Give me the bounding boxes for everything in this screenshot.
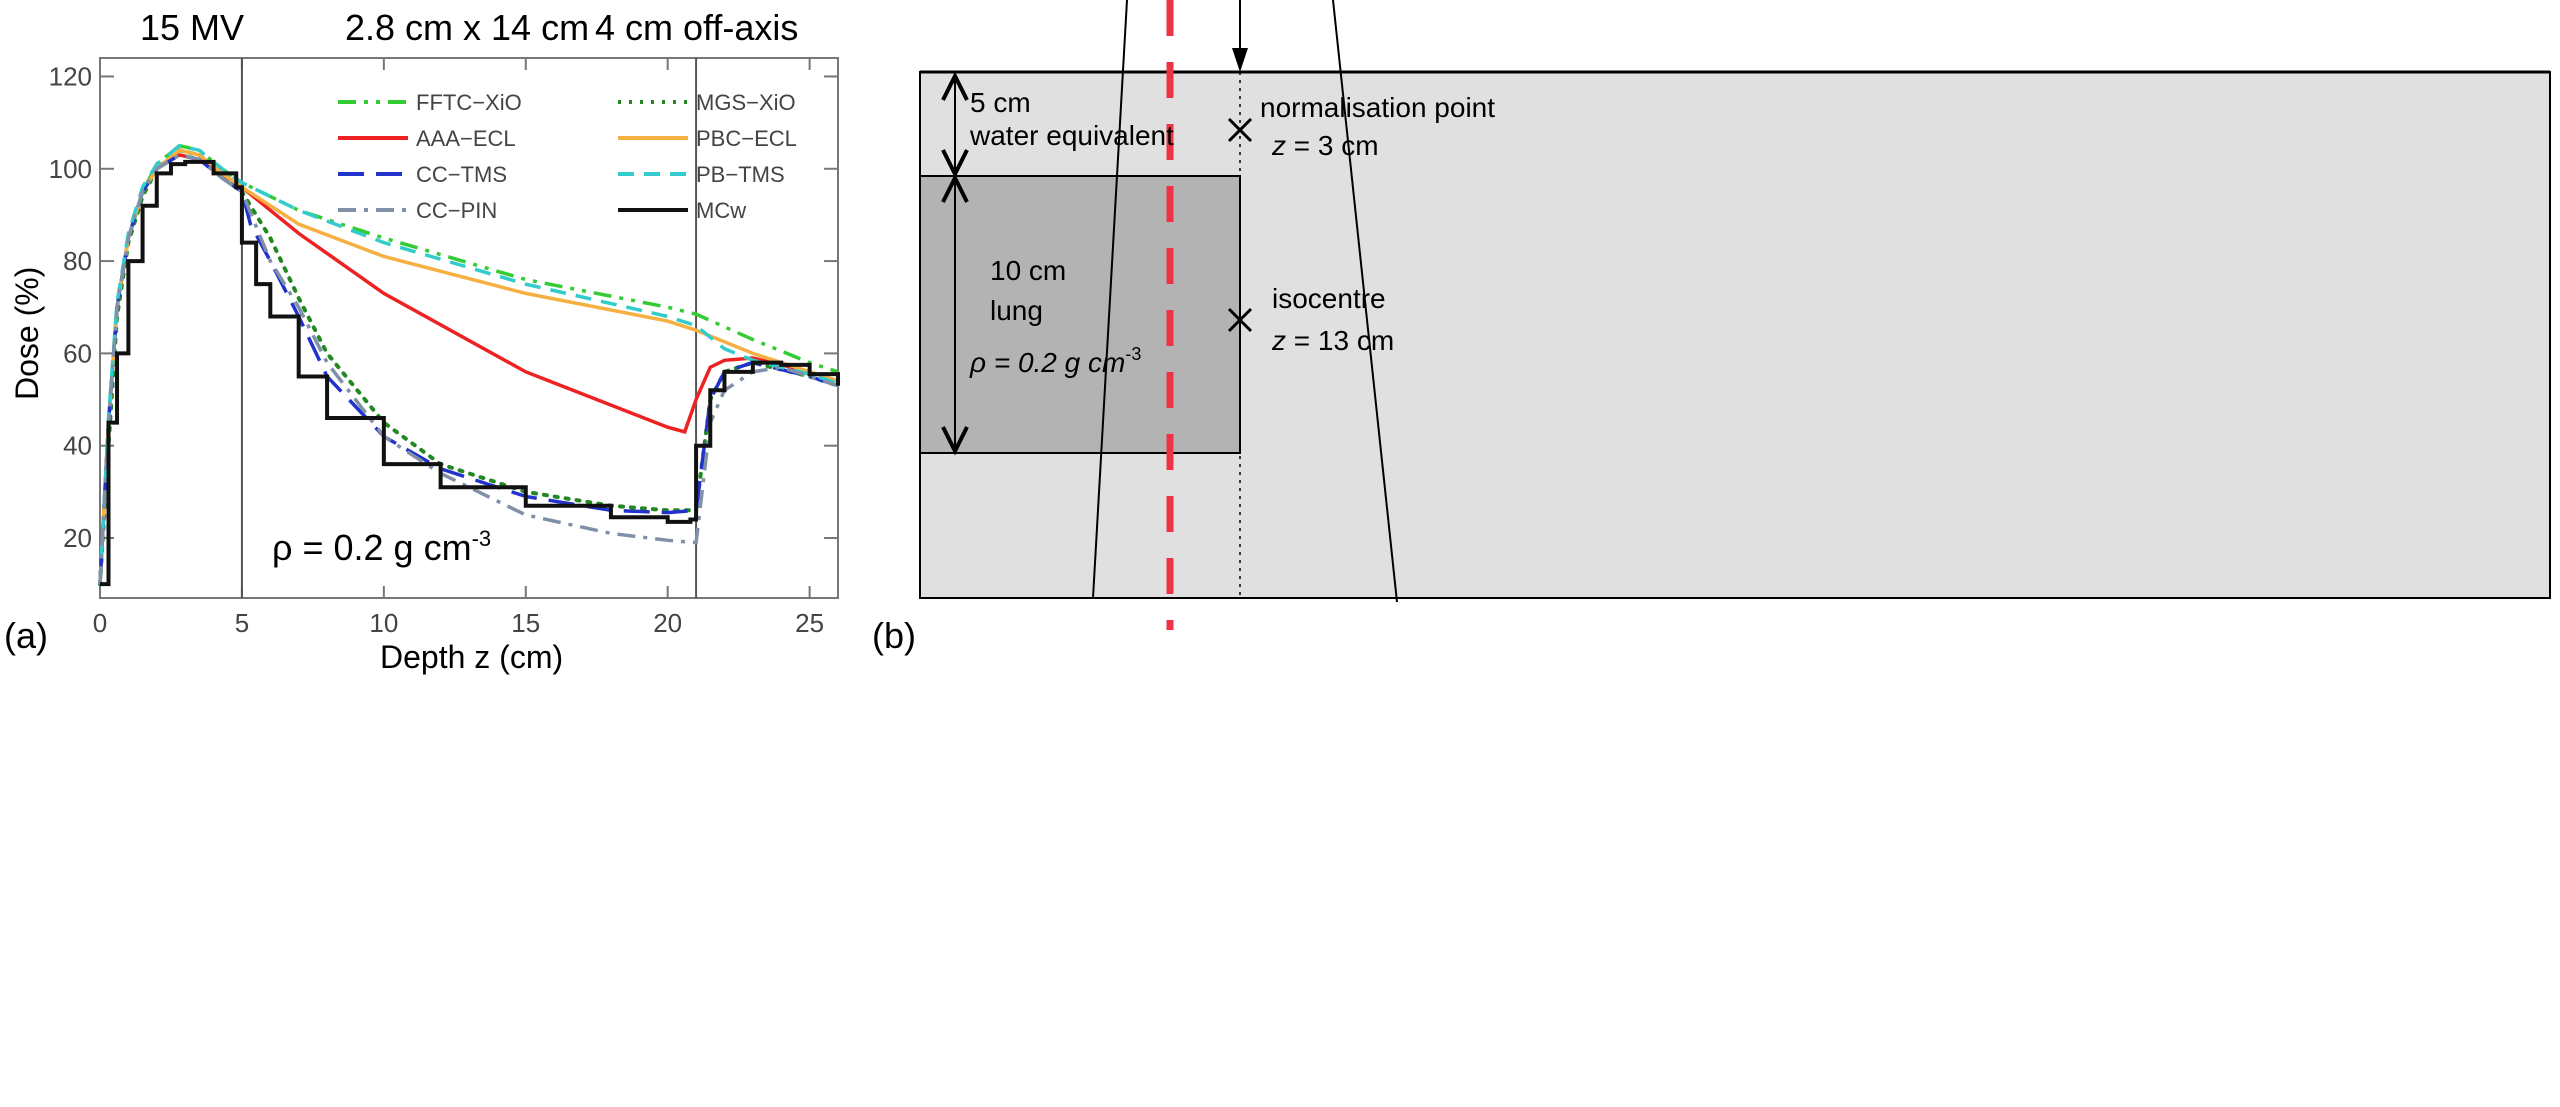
y-tick-label: 80 <box>63 246 92 276</box>
normalisation-point-label: normalisation point <box>1260 92 1495 123</box>
density-text: ρ = 0.2 g cm <box>272 527 472 568</box>
series-fftc-xio <box>98 143 839 585</box>
iso-depth-value: = 13 cm <box>1286 325 1394 356</box>
isocentre-cross-icon <box>1227 307 1253 333</box>
off-axis-arrow-icon <box>1232 48 1248 72</box>
y-tick-label: 60 <box>63 338 92 368</box>
density-exponent: -3 <box>472 526 492 551</box>
plot-frame <box>99 57 839 599</box>
beam-edge-right <box>1332 0 1398 603</box>
iso-z: z <box>1271 325 1286 356</box>
x-tick-label: 25 <box>795 608 824 638</box>
legend-label: MGS−XiO <box>696 90 796 115</box>
x-tick-label: 15 <box>511 608 540 638</box>
normalisation-point-cross-icon <box>1227 117 1253 143</box>
x-tick-label: 20 <box>653 608 682 638</box>
header-field-size: 2.8 cm x 14 cm <box>345 7 589 48</box>
panel-a: 15 MV 2.8 cm x 14 cm 4 cm off-axis 0 5 10 1… <box>4 7 840 675</box>
series-mcw <box>100 159 840 587</box>
x-tick-label: 10 <box>369 608 398 638</box>
lung-density-label: ρ = 0.2 g cm-3 <box>969 344 1141 378</box>
panel-a-label: (a) <box>4 615 48 656</box>
legend-label: CC−TMS <box>416 162 507 187</box>
y-tick-label: 20 <box>63 523 92 553</box>
y-tick-label: 120 <box>49 61 92 91</box>
norm-depth-value: = 3 cm <box>1286 130 1379 161</box>
x-tick-label: 0 <box>93 608 107 638</box>
lung-thickness-arrow <box>941 173 969 456</box>
legend-label: MCw <box>696 198 746 223</box>
panel-b-label: (b) <box>872 615 916 656</box>
legend-label: AAA−ECL <box>416 126 516 151</box>
y-tick-label: 40 <box>63 431 92 461</box>
isocentre-depth: z = 13 cm <box>1271 325 1394 356</box>
norm-z: z <box>1271 130 1286 161</box>
water-label: water equivalent <box>969 120 1174 151</box>
y-tick-label: 100 <box>49 154 92 184</box>
x-tick-label: 5 <box>235 608 249 638</box>
density-annotation: ρ = 0.2 g cm-3 <box>272 526 491 568</box>
x-axis-label: Depth z (cm) <box>380 639 563 675</box>
header-off-axis: 4 cm off-axis <box>595 7 798 48</box>
lung-label: lung <box>990 295 1043 326</box>
series-group <box>98 143 840 587</box>
legend-label: FFTC−XiO <box>416 90 522 115</box>
panel-b: 5 cm water equivalent 10 cm lung ρ = 0.2… <box>872 0 2551 656</box>
y-axis-label: Dose (%) <box>9 267 45 400</box>
lung-density-text: ρ = 0.2 g cm <box>969 347 1125 378</box>
lung-density-exponent: -3 <box>1125 344 1141 364</box>
legend-label: PB−TMS <box>696 162 785 187</box>
axis-ticks: 0 5 10 15 20 25 20 40 60 80 100 120 <box>49 58 838 638</box>
header-energy: 15 MV <box>140 7 244 48</box>
water-thickness-label: 5 cm <box>970 87 1031 118</box>
normalisation-depth: z = 3 cm <box>1271 130 1379 161</box>
legend-label: CC−PIN <box>416 198 497 223</box>
lung-thickness-label: 10 cm <box>990 255 1066 286</box>
isocentre-label: isocentre <box>1272 283 1386 314</box>
legend-label: PBC−ECL <box>696 126 797 151</box>
lung-slab <box>919 175 1241 454</box>
legend: FFTC−XiO MGS−XiO AAA−ECL PBC−ECL CC−TMS PB−TM… <box>338 90 797 223</box>
beam-edge-left <box>1092 0 1128 599</box>
